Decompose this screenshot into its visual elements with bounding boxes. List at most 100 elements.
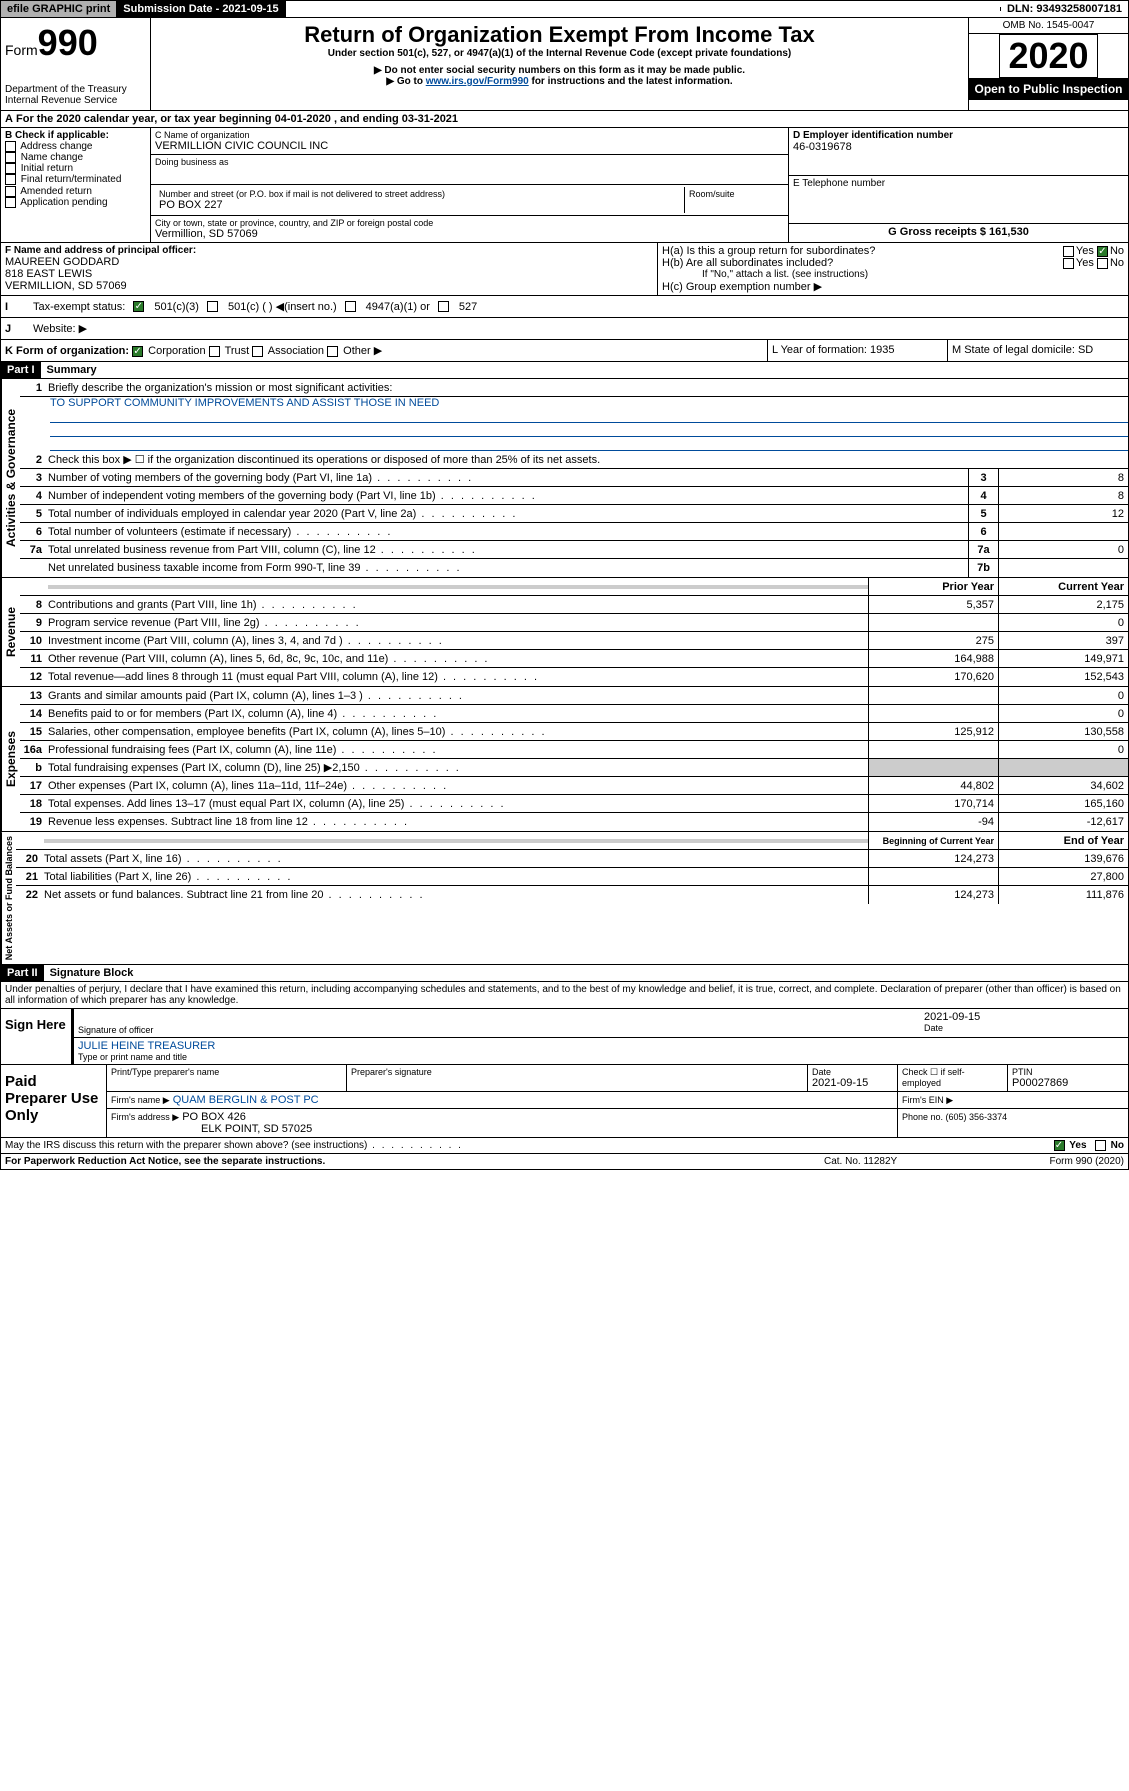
paid-preparer: Paid Preparer Use Only Print/Type prepar… bbox=[0, 1065, 1129, 1138]
corp-check[interactable] bbox=[132, 346, 143, 357]
line-a: A For the 2020 calendar year, or tax yea… bbox=[0, 111, 1129, 128]
website-row: J Website: ▶ bbox=[0, 318, 1129, 340]
city-label: City or town, state or province, country… bbox=[155, 218, 784, 228]
revenue-section: Revenue Prior YearCurrent Year 8Contribu… bbox=[0, 578, 1129, 687]
line-text: Contributions and grants (Part VIII, lin… bbox=[48, 597, 868, 613]
line-text: Total revenue—add lines 8 through 11 (mu… bbox=[48, 669, 868, 685]
line-text: Revenue less expenses. Subtract line 18 … bbox=[48, 814, 868, 830]
tax-year: 2020 bbox=[999, 34, 1097, 78]
line-text: Investment income (Part VIII, column (A)… bbox=[48, 633, 868, 649]
org-city: Vermillion, SD 57069 bbox=[155, 228, 784, 240]
dba-label: Doing business as bbox=[155, 157, 784, 167]
g-receipts: G Gross receipts $ 161,530 bbox=[888, 226, 1029, 238]
line-text: Other expenses (Part IX, column (A), lin… bbox=[48, 778, 868, 794]
line-text: Total assets (Part X, line 16) bbox=[44, 851, 868, 867]
line-text: Number of voting members of the governin… bbox=[48, 470, 968, 486]
line-text: Total liabilities (Part X, line 26) bbox=[44, 869, 868, 885]
line-text: Net assets or fund balances. Subtract li… bbox=[44, 887, 868, 903]
officer-addr2: VERMILLION, SD 57069 bbox=[5, 280, 653, 292]
officer-name: MAUREEN GODDARD bbox=[5, 256, 653, 268]
line-text: Professional fundraising fees (Part IX, … bbox=[48, 742, 868, 758]
h-a: H(a) Is this a group return for subordin… bbox=[662, 245, 1124, 257]
i-label: Tax-exempt status: bbox=[33, 301, 125, 313]
line-text: Other revenue (Part VIII, column (A), li… bbox=[48, 651, 868, 667]
h-b-note: If "No," attach a list. (see instruction… bbox=[662, 269, 1124, 280]
line-text: Total unrelated business revenue from Pa… bbox=[48, 542, 968, 558]
501c3-check[interactable] bbox=[133, 301, 144, 312]
line-text: Total number of individuals employed in … bbox=[48, 506, 968, 522]
d-label: D Employer identification number bbox=[793, 130, 1124, 141]
b-check[interactable] bbox=[5, 141, 16, 152]
m-state: M State of legal domicile: SD bbox=[948, 340, 1128, 361]
dept-treasury: Department of the Treasury bbox=[5, 84, 146, 95]
expenses-section: Expenses 13Grants and similar amounts pa… bbox=[0, 687, 1129, 832]
mission-text: TO SUPPORT COMMUNITY IMPROVEMENTS AND AS… bbox=[50, 397, 1128, 409]
ssn-note: ▶ Do not enter social security numbers o… bbox=[155, 65, 964, 76]
e-label: E Telephone number bbox=[793, 178, 1124, 189]
f-label: F Name and address of principal officer: bbox=[5, 245, 653, 256]
footer: For Paperwork Reduction Act Notice, see … bbox=[0, 1154, 1129, 1170]
section-fh: F Name and address of principal officer:… bbox=[0, 243, 1129, 296]
open-public: Open to Public Inspection bbox=[969, 78, 1128, 100]
officer-addr1: 818 EAST LEWIS bbox=[5, 268, 653, 280]
exp-label: Expenses bbox=[1, 687, 20, 831]
b-check[interactable] bbox=[5, 152, 16, 163]
form-number: Form990 bbox=[5, 22, 146, 64]
527-check[interactable] bbox=[438, 301, 449, 312]
line-text: Number of independent voting members of … bbox=[48, 488, 968, 504]
h-c: H(c) Group exemption number ▶ bbox=[662, 280, 1124, 293]
l-year: L Year of formation: 1935 bbox=[768, 340, 948, 361]
c-name-label: C Name of organization bbox=[155, 130, 784, 140]
line-text: Total number of volunteers (estimate if … bbox=[48, 524, 968, 540]
tax-status-row: I Tax-exempt status: 501(c)(3) 501(c) ( … bbox=[0, 296, 1129, 318]
line-text: Net unrelated business taxable income fr… bbox=[48, 560, 968, 576]
other-check[interactable] bbox=[327, 346, 338, 357]
form-header: Form990 Department of the Treasury Inter… bbox=[0, 18, 1129, 111]
klm-row: K Form of organization: Corporation Trus… bbox=[0, 340, 1129, 362]
part1-body: Activities & Governance 1Briefly describ… bbox=[0, 379, 1129, 578]
j-label: Website: ▶ bbox=[33, 322, 87, 335]
org-name: VERMILLION CIVIC COUNCIL INC bbox=[155, 140, 784, 152]
dln: DLN: 93493258007181 bbox=[1001, 1, 1128, 17]
501c-check[interactable] bbox=[207, 301, 218, 312]
line-text: Grants and similar amounts paid (Part IX… bbox=[48, 688, 868, 704]
rev-label: Revenue bbox=[1, 578, 20, 686]
irs-label: Internal Revenue Service bbox=[5, 95, 146, 106]
assoc-check[interactable] bbox=[252, 346, 263, 357]
line-text: Total expenses. Add lines 13–17 (must eq… bbox=[48, 796, 868, 812]
balances-section: Net Assets or Fund Balances Beginning of… bbox=[0, 832, 1129, 965]
discuss-row: May the IRS discuss this return with the… bbox=[0, 1138, 1129, 1154]
penalty-text: Under penalties of perjury, I declare th… bbox=[0, 982, 1129, 1009]
section-bcdeg: B Check if applicable: Address change Na… bbox=[0, 128, 1129, 243]
top-bar: efile GRAPHIC print Submission Date - 20… bbox=[0, 0, 1129, 18]
addr-label: Number and street (or P.O. box if mail i… bbox=[159, 189, 680, 199]
discuss-no[interactable] bbox=[1095, 1140, 1106, 1151]
b-label: B Check if applicable: bbox=[5, 130, 146, 141]
part2-header: Part II Signature Block bbox=[0, 965, 1129, 982]
b-check[interactable] bbox=[5, 163, 16, 174]
room-label: Room/suite bbox=[689, 189, 780, 199]
ein: 46-0319678 bbox=[793, 141, 1124, 153]
line-text: Program service revenue (Part VIII, line… bbox=[48, 615, 868, 631]
q1: Briefly describe the organization's miss… bbox=[48, 380, 1128, 396]
line-text: Benefits paid to or for members (Part IX… bbox=[48, 706, 868, 722]
h-b: H(b) Are all subordinates included? Yes … bbox=[662, 257, 1124, 269]
sign-here: Sign Here Signature of officer 2021-09-1… bbox=[0, 1009, 1129, 1065]
efile-button[interactable]: efile GRAPHIC print bbox=[1, 1, 117, 17]
trust-check[interactable] bbox=[209, 346, 220, 357]
goto-note: ▶ Go to www.irs.gov/Form990 for instruct… bbox=[155, 76, 964, 87]
omb-number: OMB No. 1545-0047 bbox=[969, 18, 1128, 34]
discuss-yes[interactable] bbox=[1054, 1140, 1065, 1151]
form-subtitle: Under section 501(c), 527, or 4947(a)(1)… bbox=[155, 48, 964, 59]
gov-label: Activities & Governance bbox=[1, 379, 20, 577]
4947-check[interactable] bbox=[345, 301, 356, 312]
b-check[interactable] bbox=[5, 197, 16, 208]
org-address: PO BOX 227 bbox=[159, 199, 680, 211]
b-check[interactable] bbox=[5, 174, 16, 185]
b-check[interactable] bbox=[5, 186, 16, 197]
form-title: Return of Organization Exempt From Incom… bbox=[155, 22, 964, 48]
part1-header: Part I Summary bbox=[0, 362, 1129, 379]
bal-label: Net Assets or Fund Balances bbox=[1, 832, 16, 964]
irs-link[interactable]: www.irs.gov/Form990 bbox=[426, 76, 529, 87]
q2: Check this box ▶ ☐ if the organization d… bbox=[48, 451, 1128, 468]
